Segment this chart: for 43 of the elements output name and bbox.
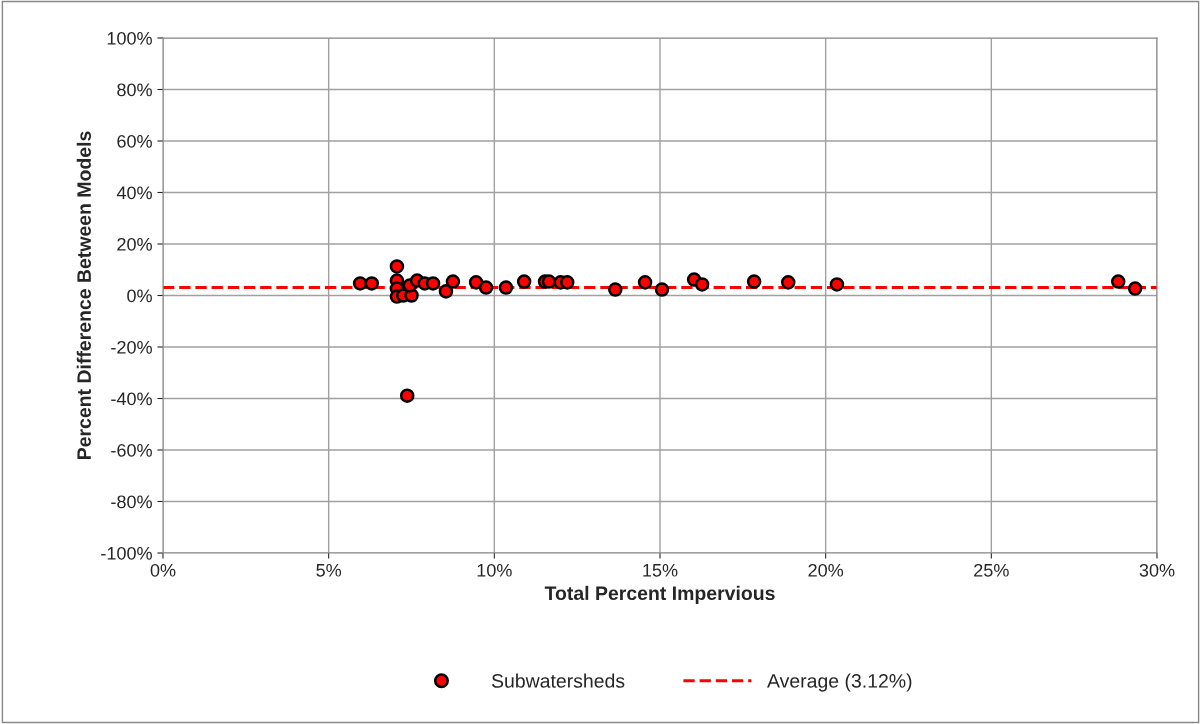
y-tick-label: -100% bbox=[101, 546, 152, 560]
y-tick-label: 0% bbox=[127, 289, 152, 303]
x-tick-label: 25% bbox=[974, 563, 1009, 577]
point bbox=[1110, 274, 1126, 289]
point bbox=[608, 282, 623, 297]
y-tick-label: -60% bbox=[111, 443, 152, 457]
x-tick-label: 0% bbox=[150, 563, 176, 577]
point bbox=[516, 274, 532, 289]
point bbox=[1127, 281, 1143, 296]
point bbox=[541, 274, 557, 289]
point bbox=[498, 280, 514, 295]
point bbox=[364, 276, 379, 291]
point bbox=[425, 276, 441, 291]
legend-label: Subwatersheds bbox=[491, 673, 625, 688]
x-tick-label: 5% bbox=[316, 563, 342, 577]
point bbox=[780, 275, 796, 290]
point bbox=[478, 280, 494, 295]
y-tick-label: -80% bbox=[111, 495, 152, 509]
y-tick-label: 60% bbox=[117, 134, 152, 148]
y-tick-label: -40% bbox=[111, 392, 152, 406]
point bbox=[389, 259, 405, 274]
point bbox=[829, 277, 845, 292]
x-tick-label: 30% bbox=[1139, 563, 1175, 577]
y-axis-title: Percent Difference Between Models bbox=[76, 131, 91, 459]
legend-label: Average (3.12%) bbox=[767, 673, 912, 692]
point bbox=[399, 388, 415, 403]
y-tick-label: 80% bbox=[117, 83, 152, 97]
y-tick-label: -20% bbox=[111, 340, 152, 354]
x-axis-title: Total Percent Impervious bbox=[544, 585, 775, 604]
point bbox=[559, 275, 575, 290]
y-tick-label: 20% bbox=[117, 237, 152, 251]
point bbox=[445, 274, 461, 289]
x-tick-label: 15% bbox=[643, 563, 678, 577]
point bbox=[352, 276, 368, 291]
y-tick-label: 100% bbox=[107, 31, 152, 45]
point bbox=[438, 284, 454, 299]
point bbox=[637, 275, 653, 290]
point bbox=[654, 282, 670, 297]
x-tick-label: 10% bbox=[477, 563, 512, 577]
x-tick-label: 20% bbox=[808, 563, 844, 577]
point bbox=[746, 274, 762, 289]
point bbox=[694, 277, 710, 292]
y-tick-label: 40% bbox=[116, 186, 152, 200]
